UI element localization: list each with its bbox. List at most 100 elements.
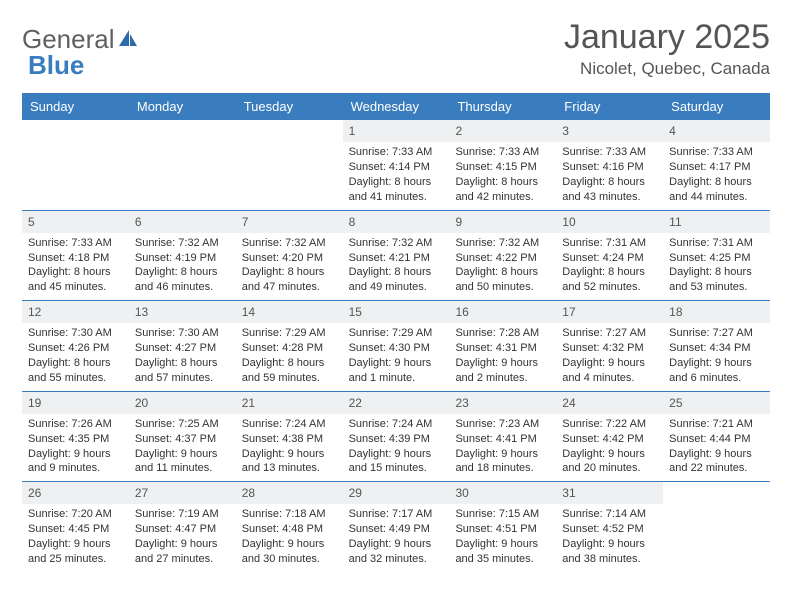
- day-detail: Sunrise: 7:30 AMSunset: 4:27 PMDaylight:…: [129, 323, 236, 390]
- title-block: January 2025 Nicolet, Quebec, Canada: [564, 18, 770, 79]
- calendar-day-cell: 29Sunrise: 7:17 AMSunset: 4:49 PMDayligh…: [343, 482, 450, 572]
- detail-line: Daylight: 8 hours: [669, 175, 764, 190]
- day-detail: Sunrise: 7:18 AMSunset: 4:48 PMDaylight:…: [236, 504, 343, 571]
- detail-line: Sunrise: 7:29 AM: [349, 326, 444, 341]
- calendar-body: 1 Sunrise: 7:33 AM Sunset: 4:14 PM Daylight…: [22, 120, 770, 572]
- day-number: 9: [449, 211, 556, 233]
- detail-line: Daylight: 8 hours: [455, 265, 550, 280]
- detail-line: Daylight: 9 hours: [455, 447, 550, 462]
- detail-line: and 1 minute.: [349, 371, 444, 386]
- day-detail: Sunrise: 7:27 AMSunset: 4:32 PMDaylight:…: [556, 323, 663, 390]
- detail-line: Sunset: 4:14 PM: [349, 160, 444, 175]
- detail-line: Sunset: 4:24 PM: [562, 251, 657, 266]
- day-detail: Sunrise: 7:22 AMSunset: 4:42 PMDaylight:…: [556, 414, 663, 481]
- detail-line: Daylight: 9 hours: [562, 356, 657, 371]
- detail-line: Sunrise: 7:14 AM: [562, 507, 657, 522]
- detail-line: Sunset: 4:47 PM: [135, 522, 230, 537]
- logo-sail-icon: [117, 28, 139, 48]
- detail-line: Sunset: 4:15 PM: [455, 160, 550, 175]
- detail-line: Sunset: 4:28 PM: [242, 341, 337, 356]
- detail-line: Sunset: 4:39 PM: [349, 432, 444, 447]
- detail-line: Daylight: 9 hours: [669, 356, 764, 371]
- day-detail: Sunrise: 7:32 AMSunset: 4:22 PMDaylight:…: [449, 233, 556, 300]
- calendar-week-row: 19Sunrise: 7:26 AMSunset: 4:35 PMDayligh…: [22, 392, 770, 483]
- detail-line: Daylight: 9 hours: [28, 447, 123, 462]
- calendar-empty-cell: [129, 120, 236, 210]
- weekday-header: Sunday: [22, 93, 129, 120]
- calendar-day-cell: 7Sunrise: 7:32 AMSunset: 4:20 PMDaylight…: [236, 211, 343, 301]
- day-detail: Sunrise: 7:25 AMSunset: 4:37 PMDaylight:…: [129, 414, 236, 481]
- detail-line: Daylight: 9 hours: [455, 537, 550, 552]
- detail-line: and 13 minutes.: [242, 461, 337, 476]
- detail-line: Sunrise: 7:30 AM: [28, 326, 123, 341]
- calendar-day-cell: 9Sunrise: 7:32 AMSunset: 4:22 PMDaylight…: [449, 211, 556, 301]
- detail-line: Daylight: 8 hours: [28, 265, 123, 280]
- calendar-empty-cell: [663, 482, 770, 572]
- day-number: 15: [343, 301, 450, 323]
- detail-line: Sunrise: 7:32 AM: [349, 236, 444, 251]
- month-title: January 2025: [564, 18, 770, 57]
- detail-line: Sunrise: 7:18 AM: [242, 507, 337, 522]
- day-number: 24: [556, 392, 663, 414]
- detail-line: and 6 minutes.: [669, 371, 764, 386]
- calendar-day-cell: 28Sunrise: 7:18 AMSunset: 4:48 PMDayligh…: [236, 482, 343, 572]
- detail-line: Sunrise: 7:33 AM: [28, 236, 123, 251]
- calendar-day-cell: 8Sunrise: 7:32 AMSunset: 4:21 PMDaylight…: [343, 211, 450, 301]
- detail-line: Daylight: 8 hours: [28, 356, 123, 371]
- day-number: 20: [129, 392, 236, 414]
- detail-line: Daylight: 9 hours: [135, 537, 230, 552]
- detail-line: Daylight: 9 hours: [242, 447, 337, 462]
- calendar-week-row: 26Sunrise: 7:20 AMSunset: 4:45 PMDayligh…: [22, 482, 770, 572]
- logo-text-b: Blue: [28, 50, 84, 80]
- detail-line: Sunset: 4:41 PM: [455, 432, 550, 447]
- detail-line: Sunrise: 7:24 AM: [242, 417, 337, 432]
- calendar-day-cell: 30Sunrise: 7:15 AMSunset: 4:51 PMDayligh…: [449, 482, 556, 572]
- day-number: 12: [22, 301, 129, 323]
- day-detail: Sunrise: 7:32 AMSunset: 4:20 PMDaylight:…: [236, 233, 343, 300]
- header: General January 2025 Nicolet, Quebec, Ca…: [22, 18, 770, 79]
- detail-line: and 52 minutes.: [562, 280, 657, 295]
- day-number: 31: [556, 482, 663, 504]
- detail-line: Daylight: 9 hours: [28, 537, 123, 552]
- calendar-day-cell: 3Sunrise: 7:33 AMSunset: 4:16 PMDaylight…: [556, 120, 663, 210]
- location-text: Nicolet, Quebec, Canada: [564, 59, 770, 79]
- day-number: 1: [343, 120, 450, 142]
- detail-line: Sunset: 4:37 PM: [135, 432, 230, 447]
- calendar-day-cell: 11Sunrise: 7:31 AMSunset: 4:25 PMDayligh…: [663, 211, 770, 301]
- day-number: 23: [449, 392, 556, 414]
- day-detail: Sunrise: 7:14 AMSunset: 4:52 PMDaylight:…: [556, 504, 663, 571]
- calendar-header-row: SundayMondayTuesdayWednesdayThursdayFrid…: [22, 93, 770, 120]
- day-detail: Sunrise: 7:17 AMSunset: 4:49 PMDaylight:…: [343, 504, 450, 571]
- detail-line: Sunrise: 7:32 AM: [455, 236, 550, 251]
- detail-line: Sunset: 4:52 PM: [562, 522, 657, 537]
- calendar-day-cell: 1Sunrise: 7:33 AMSunset: 4:14 PMDaylight…: [343, 120, 450, 210]
- day-detail: Sunrise: 7:31 AMSunset: 4:25 PMDaylight:…: [663, 233, 770, 300]
- detail-line: Sunset: 4:19 PM: [135, 251, 230, 266]
- day-number: 26: [22, 482, 129, 504]
- calendar-day-cell: 19 Sunrise: 7:26 AMSunset: 4:35 PMDayligh…: [22, 392, 129, 482]
- weekday-header: Monday: [129, 93, 236, 120]
- detail-line: Daylight: 8 hours: [669, 265, 764, 280]
- calendar-day-cell: 18Sunrise: 7:27 AMSunset: 4:34 PMDayligh…: [663, 301, 770, 391]
- detail-line: Sunset: 4:44 PM: [669, 432, 764, 447]
- day-number: 10: [556, 211, 663, 233]
- detail-line: and 50 minutes.: [455, 280, 550, 295]
- detail-line: Daylight: 9 hours: [135, 447, 230, 462]
- detail-line: and 49 minutes.: [349, 280, 444, 295]
- detail-line: Sunset: 4:35 PM: [28, 432, 123, 447]
- detail-line: Sunrise: 7:26 AM: [28, 417, 123, 432]
- day-number: 19: [22, 392, 129, 414]
- day-number: 11: [663, 211, 770, 233]
- detail-line: Sunset: 4:20 PM: [242, 251, 337, 266]
- detail-line: Sunrise: 7:33 AM: [455, 145, 550, 160]
- calendar-day-cell: 5Sunrise: 7:33 AMSunset: 4:18 PMDaylight…: [22, 211, 129, 301]
- detail-line: Sunrise: 7:25 AM: [135, 417, 230, 432]
- day-detail: Sunrise: 7:33 AMSunset: 4:17 PMDaylight:…: [663, 142, 770, 209]
- detail-line: and 15 minutes.: [349, 461, 444, 476]
- detail-line: Sunrise: 7:33 AM: [562, 145, 657, 160]
- calendar-day-cell: 10Sunrise: 7:31 AMSunset: 4:24 PMDayligh…: [556, 211, 663, 301]
- day-detail: Sunrise: 7:19 AMSunset: 4:47 PMDaylight:…: [129, 504, 236, 571]
- day-number: 3: [556, 120, 663, 142]
- detail-line: and 47 minutes.: [242, 280, 337, 295]
- day-number: [663, 482, 770, 504]
